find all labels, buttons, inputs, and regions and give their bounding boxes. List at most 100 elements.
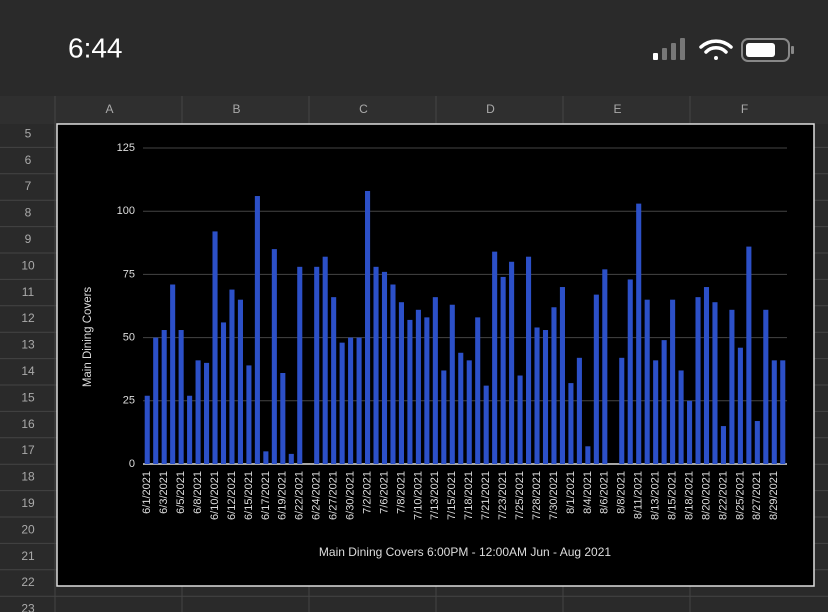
bar [322, 256, 328, 464]
bar [204, 362, 210, 464]
x-axis-title: Main Dining Covers 6:00PM - 12:00AM Jun … [319, 545, 611, 559]
x-tick-label: 8/1/2021 [565, 471, 577, 514]
bar [517, 375, 523, 464]
row-header: 17 [21, 443, 35, 457]
row-header: 16 [21, 417, 35, 431]
column-header: E [613, 102, 621, 116]
x-tick-label: 7/2/2021 [361, 471, 373, 514]
bar [619, 357, 625, 464]
bar [339, 342, 345, 464]
x-tick-label: 7/30/2021 [548, 471, 560, 520]
bar [593, 294, 599, 464]
bar [737, 347, 743, 464]
bar [653, 360, 659, 464]
bar [729, 309, 735, 464]
bar [500, 276, 506, 464]
bar [534, 327, 540, 464]
row-header: 7 [25, 179, 32, 193]
bar [220, 322, 227, 464]
row-header: 21 [21, 549, 35, 563]
row-header: 13 [21, 338, 35, 352]
chart: Main Dining Covers Main Dining Covers 6:… [82, 142, 787, 559]
bar [288, 453, 294, 464]
bar [492, 251, 498, 464]
bar [187, 395, 193, 464]
bar [771, 360, 777, 464]
bar [542, 330, 549, 464]
bar [373, 266, 379, 464]
bar [703, 287, 710, 464]
bar [576, 357, 582, 464]
bar [415, 309, 421, 464]
column-header: A [105, 102, 113, 116]
bar [356, 337, 362, 464]
x-tick-label: 6/8/2021 [192, 471, 204, 514]
row-header: 5 [25, 126, 32, 140]
status-time: 6:44 [68, 32, 123, 63]
x-tick-label: 6/27/2021 [328, 471, 340, 520]
x-tick-label: 6/12/2021 [226, 471, 238, 520]
bar [432, 297, 438, 464]
row-header: 22 [21, 575, 35, 589]
x-tick-label: 7/18/2021 [463, 471, 475, 520]
bar [551, 307, 557, 464]
bar [746, 246, 752, 464]
bar [526, 256, 532, 464]
x-tick-label: 8/18/2021 [683, 471, 695, 520]
column-header: D [486, 102, 495, 116]
bar [559, 287, 565, 464]
bar [687, 400, 693, 464]
wifi-icon [699, 39, 733, 60]
bar [237, 299, 243, 464]
bar [712, 302, 718, 464]
bar [466, 360, 472, 464]
bar [644, 299, 650, 464]
x-tick-label: 7/15/2021 [446, 471, 458, 520]
y-tick-label: 75 [123, 268, 135, 280]
x-tick-label: 8/8/2021 [616, 471, 628, 514]
bar [475, 317, 481, 464]
x-tick-label: 8/15/2021 [667, 471, 679, 520]
row-header: 20 [21, 522, 35, 536]
y-tick-label: 50 [123, 332, 135, 344]
column-header-bar [0, 96, 828, 124]
x-tick-label: 7/25/2021 [514, 471, 526, 520]
bar [170, 284, 176, 464]
column-header: C [359, 102, 368, 116]
bar [449, 304, 455, 464]
x-tick-label: 6/17/2021 [260, 471, 272, 520]
bar [280, 372, 286, 464]
bar [254, 196, 260, 465]
bar [695, 297, 701, 464]
bar [153, 337, 159, 464]
x-tick-label: 8/11/2021 [633, 471, 645, 519]
bar [602, 269, 608, 464]
bar [229, 289, 235, 464]
bar [780, 360, 786, 464]
x-tick-label: 7/13/2021 [429, 471, 441, 520]
battery-icon [741, 38, 794, 62]
bar [407, 319, 413, 464]
bar [636, 203, 642, 464]
bar [246, 365, 252, 464]
bar [297, 266, 303, 464]
bar [661, 340, 667, 464]
bar [509, 261, 515, 464]
y-tick-label: 25 [123, 395, 135, 407]
x-tick-label: 7/21/2021 [480, 471, 492, 520]
x-tick-label: 7/28/2021 [531, 471, 543, 520]
bar [754, 421, 760, 464]
bar [398, 302, 404, 464]
row-header: 10 [21, 258, 35, 272]
x-tick-label: 6/10/2021 [209, 471, 221, 520]
row-header: 15 [21, 390, 35, 404]
bar [161, 330, 167, 464]
row-header: 9 [25, 232, 32, 246]
column-header: B [232, 102, 240, 116]
bar [458, 352, 464, 464]
bar [314, 266, 320, 464]
x-tick-label: 7/23/2021 [497, 471, 509, 520]
row-header: 8 [25, 206, 32, 220]
bar [178, 330, 184, 464]
